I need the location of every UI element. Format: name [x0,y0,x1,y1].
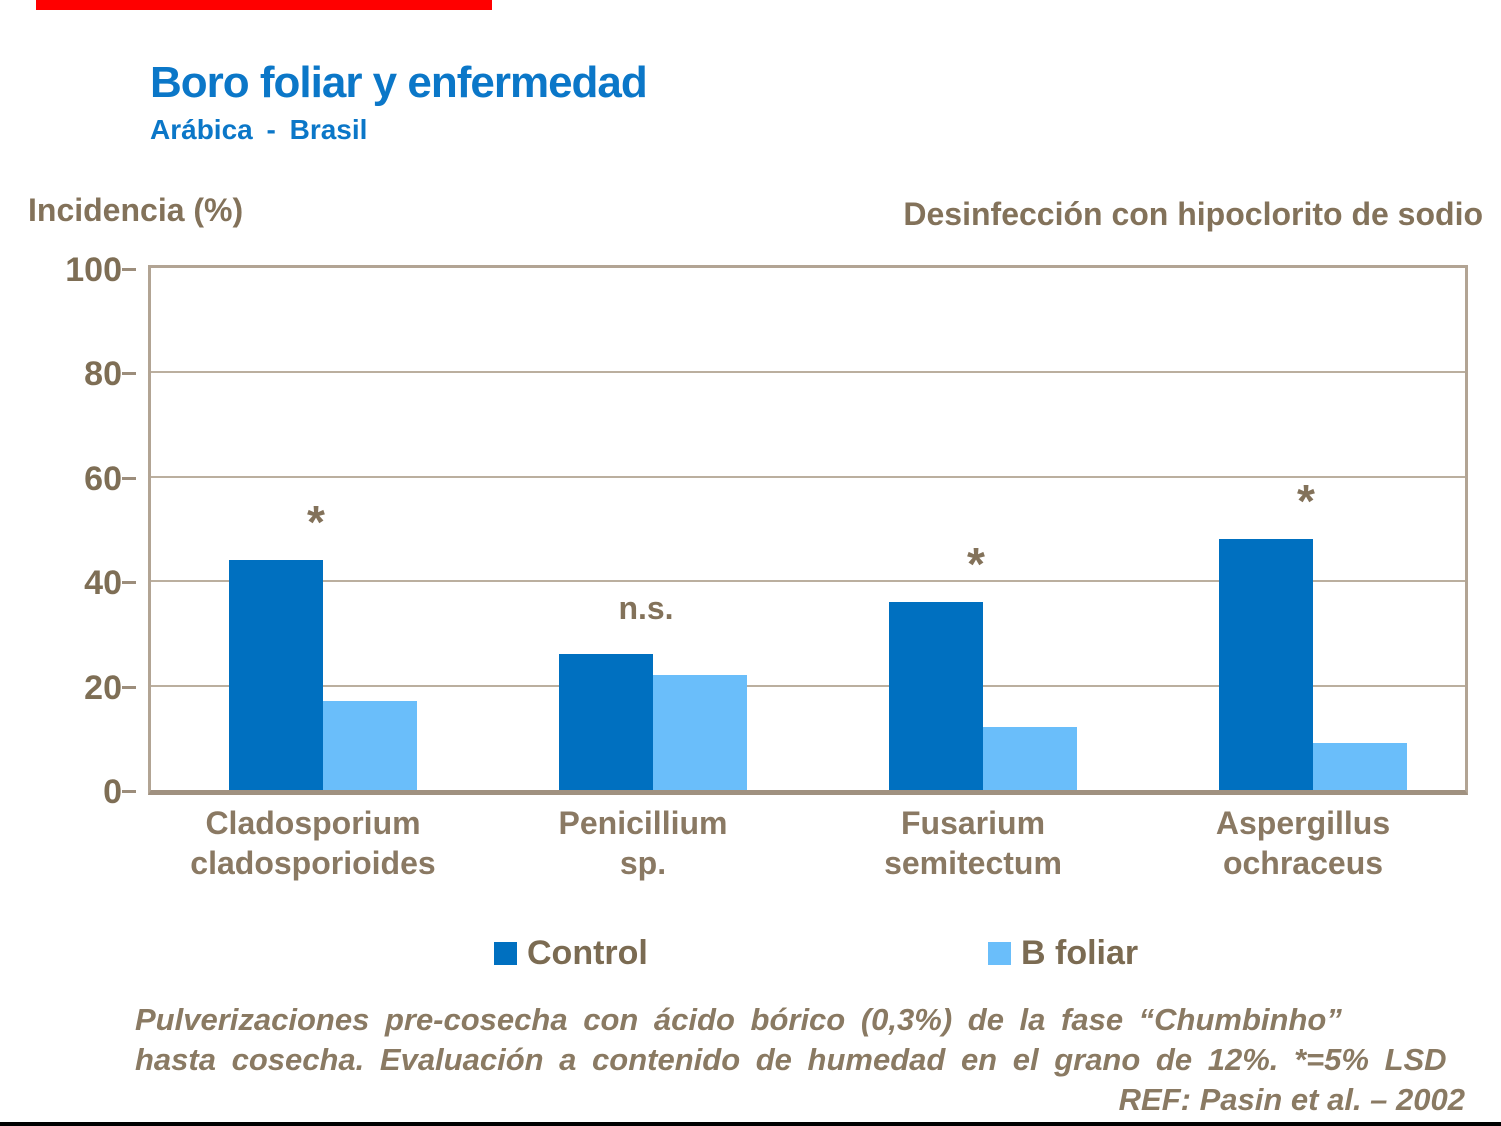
gridline-40 [151,580,1465,583]
y-tick-mark [122,790,136,793]
control-swatch-icon [494,942,517,965]
legend-item-control: Control [494,934,648,973]
footnote-line-2: hasta cosecha. Evaluación a contenido de… [135,1042,1447,1077]
reference-line: REF: Pasin et al. – 2002 [1118,1082,1465,1117]
gridline-60 [151,475,1465,478]
y-tick-mark [122,476,136,480]
b-foliar-swatch-icon [988,942,1011,965]
control-bar [889,602,983,790]
significance-label: * [1297,475,1315,528]
y-tick-label: 60 [84,459,122,498]
b-foliar-bar [983,727,1077,790]
page-subtitle: Arábica - Brasil [150,114,368,145]
y-tick-label: 20 [84,668,122,707]
footnote: Pulverizaciones pre-cosecha con ácido bó… [135,1000,1465,1120]
page-title: Boro foliar y enfermedad [150,58,648,107]
category-label-line: semitectum [884,845,1062,881]
b-foliar-bar [653,675,747,790]
category-label: Cladosporium cladosporioides [148,803,478,883]
category-label-line: ochraceus [1222,845,1384,881]
y-tick-mark [122,268,136,271]
y-tick-mark [122,581,136,585]
y-tick-label: 100 [65,251,122,289]
control-bar [1219,539,1313,790]
significance-label: * [967,538,985,591]
gridline-20 [151,684,1465,687]
b-foliar-bar [323,701,417,790]
category-label-line: Aspergillus [1215,805,1391,841]
category-label-line: sp. [619,845,667,881]
category-label-line: Cladosporium [205,805,421,841]
red-accent-bar [36,0,492,10]
slide-bottom-border [0,1122,1501,1126]
footnote-line-1: Pulverizaciones pre-cosecha con ácido bó… [135,1002,1342,1037]
control-bar [559,654,653,790]
treatment-header: Desinfección con hipoclorito de sodio [903,196,1483,232]
category-axis: Cladosporium cladosporioides Penicillium sp… [148,803,1468,883]
legend-label: Control [527,934,648,972]
legend-label: B foliar [1021,934,1139,972]
y-tick-mark [122,372,136,376]
category-label: Fusarium semitectum [808,803,1138,883]
category-label: Penicillium sp. [478,803,808,883]
category-label-line: cladosporioides [190,845,436,881]
gridline-80 [151,371,1465,374]
y-axis: 0 20 40 60 80 100 [0,251,148,811]
y-axis-title: Incidencia (%) [28,192,244,228]
y-tick-label: 80 [84,355,122,394]
control-bar [229,560,323,790]
y-tick-mark [122,685,136,689]
y-tick-label: 0 [103,773,122,811]
legend-item-b-foliar: B foliar [988,934,1138,973]
category-label-line: Penicillium [558,805,728,841]
y-tick-label: 40 [84,564,122,603]
category-label: Aspergillus ochraceus [1138,803,1468,883]
b-foliar-bar [1313,743,1407,790]
significance-label: * [307,496,325,549]
plot-area: * n.s. * * [148,265,1468,795]
category-label-line: Fusarium [900,805,1046,841]
legend: Control B foliar [0,934,1501,974]
significance-label: n.s. [618,590,674,627]
